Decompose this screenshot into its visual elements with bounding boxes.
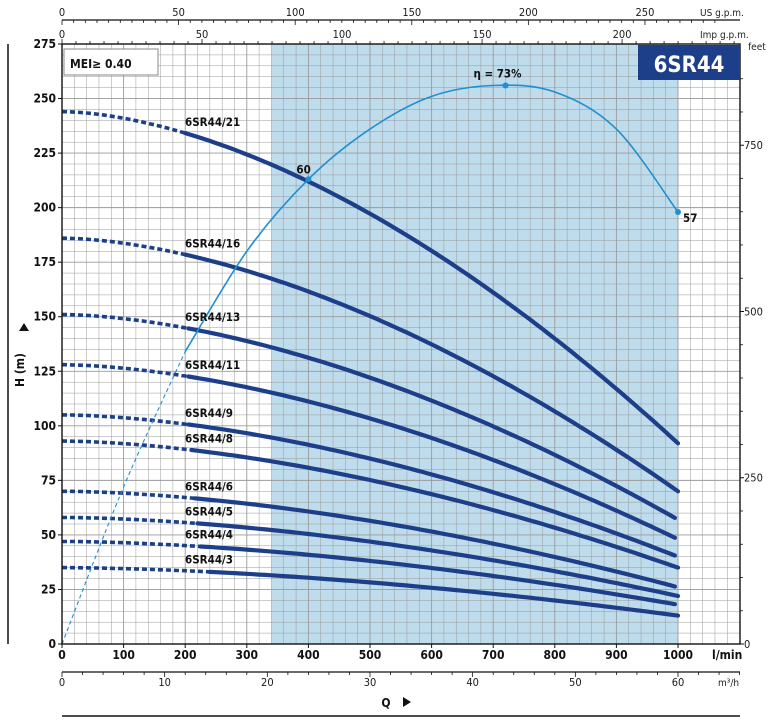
curve-6SR44-8 xyxy=(189,447,681,570)
curve-dashed-6SR44-9 xyxy=(62,413,189,427)
feet-tick-label: 0 xyxy=(744,638,750,651)
m3h-tick-label: 60 xyxy=(672,676,685,689)
mei-box xyxy=(63,48,159,76)
x-tick-label: 900 xyxy=(605,648,628,662)
model-badge-text: 6SR44 xyxy=(654,53,725,78)
curve-6SR44-4 xyxy=(198,544,677,607)
usgpm-axis-label: US g.p.m. xyxy=(700,8,744,19)
x-tick-label: 700 xyxy=(482,648,505,662)
y-tick-label: 25 xyxy=(41,582,56,596)
x-tick-label: 200 xyxy=(174,648,197,662)
curve-dashed-6SR44-13 xyxy=(61,312,189,331)
y-tick-label: 200 xyxy=(33,201,56,215)
model-badge xyxy=(638,45,740,80)
impgpm-tick-label: 200 xyxy=(613,28,632,41)
curve-label: 6SR44/13 xyxy=(185,310,240,324)
y-tick-label: 75 xyxy=(41,473,56,487)
y-axis-arrow-icon xyxy=(19,323,29,331)
efficiency-peak-label: η = 73% xyxy=(473,66,522,80)
x-axis-title: Q xyxy=(381,696,390,710)
impgpm-tick-label: 50 xyxy=(196,28,209,41)
curve-dashed-6SR44-16 xyxy=(62,236,186,257)
recommended-range-band xyxy=(271,44,678,644)
usgpm-tick-label: 200 xyxy=(519,6,538,19)
m3h-tick-label: 30 xyxy=(364,676,377,689)
curve-label: 6SR44/8 xyxy=(185,431,233,445)
usgpm-tick-label: 50 xyxy=(172,6,185,19)
curve-label: 6SR44/16 xyxy=(185,237,240,251)
m3h-tick-label: 10 xyxy=(158,676,171,689)
x-tick-label: 1000 xyxy=(663,648,693,662)
feet-tick-label: 500 xyxy=(744,305,763,318)
efficiency-curve-dashed xyxy=(61,351,186,645)
x-tick-label: 800 xyxy=(544,648,567,662)
feet-tick-label: 750 xyxy=(744,139,763,152)
curve-6SR44-6 xyxy=(192,496,677,589)
usgpm-tick-label: 150 xyxy=(402,6,421,19)
x-tick-label: 600 xyxy=(420,648,443,662)
x-axis-arrow-icon xyxy=(403,697,411,707)
curve-dashed-6SR44-21 xyxy=(61,109,186,135)
y-axis-title: H (m) xyxy=(13,353,27,387)
curve-6SR44-11 xyxy=(186,374,677,540)
x-tick-label: 0 xyxy=(58,648,66,662)
curve-label: 6SR44/4 xyxy=(185,528,233,542)
curve-dashed-6SR44-4 xyxy=(62,539,201,549)
curve-6SR44-5 xyxy=(195,521,681,599)
y-tick-label: 225 xyxy=(33,146,56,160)
curve-dashed-6SR44-8 xyxy=(62,439,192,452)
curve-dashed-6SR44-3 xyxy=(62,565,210,574)
usgpm-tick-label: 0 xyxy=(59,6,65,19)
curve-6SR44-3 xyxy=(207,569,681,618)
y-tick-label: 150 xyxy=(33,310,56,324)
impgpm-tick-label: 150 xyxy=(473,28,492,41)
m3h-tick-label: 0 xyxy=(59,676,65,689)
y-tick-label: 125 xyxy=(33,364,56,378)
impgpm-tick-label: 100 xyxy=(333,28,352,41)
curve-label: 6SR44/11 xyxy=(185,358,240,372)
x-axis-unit: l/min xyxy=(712,648,742,662)
y-tick-label: 250 xyxy=(33,92,56,106)
efficiency-marker xyxy=(675,209,681,215)
curve-dashed-6SR44-11 xyxy=(62,362,189,379)
curve-6SR44-16 xyxy=(183,252,681,494)
x-tick-label: 100 xyxy=(112,648,135,662)
x-tick-label: 400 xyxy=(297,648,320,662)
efficiency-curve xyxy=(184,84,679,353)
feet-tick-label: 250 xyxy=(744,472,763,485)
curve-dashed-6SR44-5 xyxy=(62,515,198,526)
efficiency-marker xyxy=(305,176,312,183)
curve-6SR44-13 xyxy=(186,326,677,520)
impgpm-axis-label: Imp g.p.m. xyxy=(700,30,749,41)
mei-label: MEI≥ 0.40 xyxy=(70,57,132,71)
curve-6SR44-9 xyxy=(186,422,677,558)
m3h-tick-label: 20 xyxy=(261,676,274,689)
y-tick-label: 175 xyxy=(33,255,56,269)
y-tick-label: 50 xyxy=(41,528,56,542)
curve-dashed-6SR44-6 xyxy=(62,489,195,501)
efficiency-point-label: 57 xyxy=(683,211,697,225)
usgpm-tick-label: 250 xyxy=(636,6,655,19)
impgpm-tick-label: 0 xyxy=(59,28,65,41)
curve-label: 6SR44/6 xyxy=(185,479,233,493)
curve-label: 6SR44/9 xyxy=(185,406,233,420)
curve-label: 6SR44/3 xyxy=(185,553,233,567)
x-tick-label: 300 xyxy=(236,648,259,662)
m3h-axis-label: m³/h xyxy=(718,678,739,689)
y-tick-label: 275 xyxy=(33,37,56,51)
efficiency-marker xyxy=(502,82,509,89)
y-tick-label: 100 xyxy=(33,419,56,433)
curve-6SR44-21 xyxy=(183,131,681,446)
m3h-tick-label: 40 xyxy=(466,676,479,689)
y-tick-label: 0 xyxy=(48,637,56,651)
efficiency-point-label: 60 xyxy=(296,162,310,176)
x-tick-label: 500 xyxy=(359,648,382,662)
feet-axis-label: feet xyxy=(748,42,766,53)
curve-label: 6SR44/21 xyxy=(185,115,240,129)
m3h-tick-label: 50 xyxy=(569,676,582,689)
curve-label: 6SR44/5 xyxy=(185,505,233,519)
usgpm-tick-label: 100 xyxy=(286,6,305,19)
